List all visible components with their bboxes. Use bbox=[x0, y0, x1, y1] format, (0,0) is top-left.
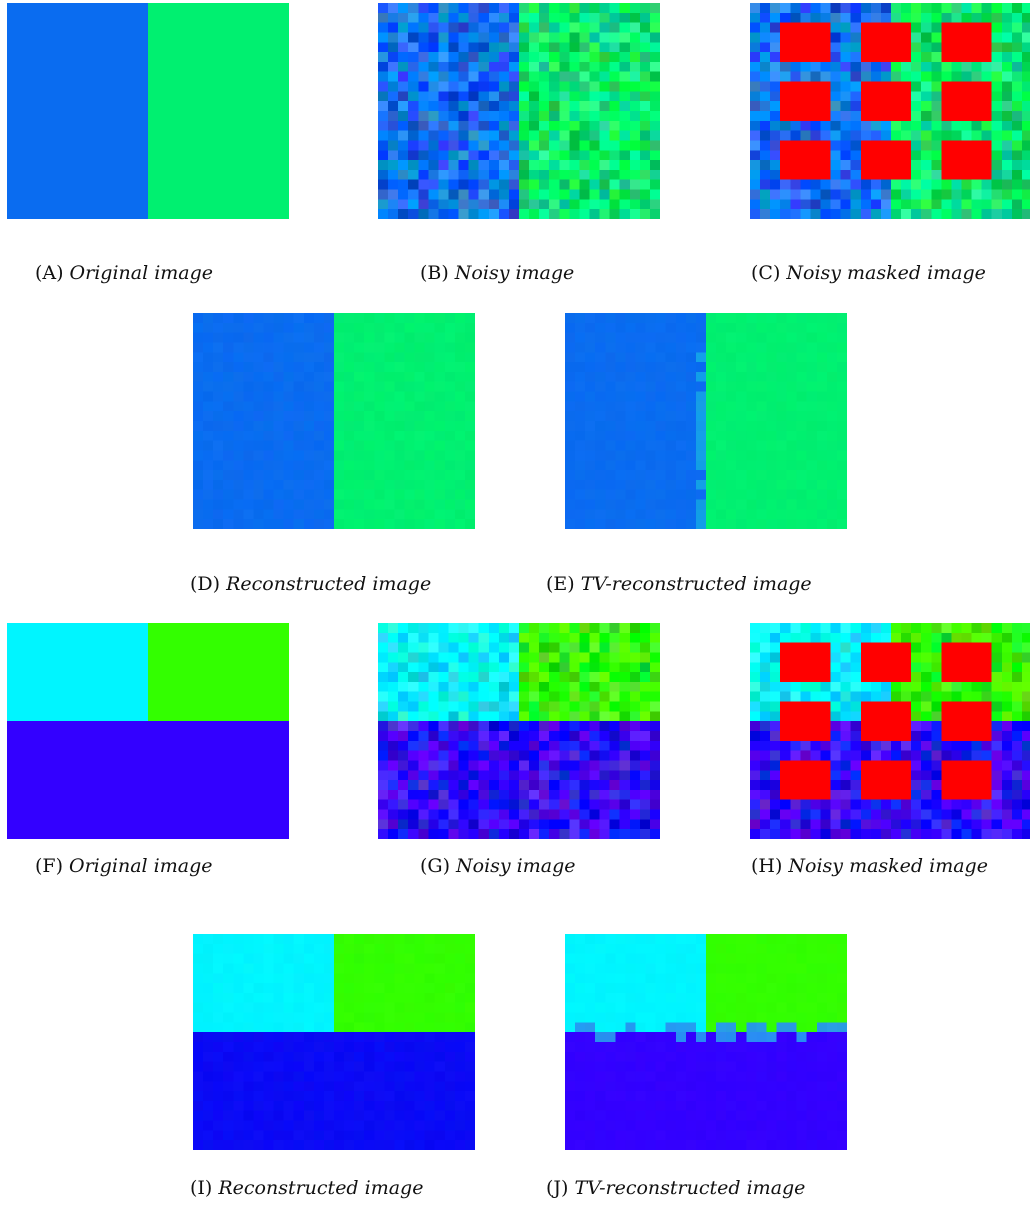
panel-b-canvas bbox=[378, 3, 660, 219]
caption-c: (C) Noisy masked image bbox=[751, 262, 986, 284]
caption-d: (D) Reconstructed image bbox=[190, 573, 431, 595]
caption-j-text: TV-reconstructed image bbox=[574, 1177, 806, 1199]
caption-h-text: Noisy masked image bbox=[788, 855, 988, 877]
caption-g-text: Noisy image bbox=[456, 855, 576, 877]
caption-j: (J) TV-reconstructed image bbox=[546, 1177, 805, 1199]
panel-g-canvas bbox=[378, 623, 660, 839]
caption-f: (F) Original image bbox=[35, 855, 213, 877]
panel-f-canvas bbox=[7, 623, 289, 839]
caption-h-label: (H) bbox=[751, 855, 783, 877]
panel-c-image bbox=[750, 3, 1030, 219]
caption-e: (E) TV-reconstructed image bbox=[546, 573, 812, 595]
caption-g: (G) Noisy image bbox=[420, 855, 576, 877]
panel-h-canvas bbox=[750, 623, 1030, 839]
caption-i-label: (I) bbox=[190, 1177, 213, 1199]
panel-j-image bbox=[565, 934, 847, 1150]
caption-c-label: (C) bbox=[751, 262, 781, 284]
panel-i-canvas bbox=[193, 934, 475, 1150]
caption-f-label: (F) bbox=[35, 855, 64, 877]
caption-j-label: (J) bbox=[546, 1177, 569, 1199]
panel-j-canvas bbox=[565, 934, 847, 1150]
panel-e-canvas bbox=[565, 313, 847, 529]
caption-a-label: (A) bbox=[35, 262, 64, 284]
caption-g-label: (G) bbox=[420, 855, 451, 877]
caption-b: (B) Noisy image bbox=[420, 262, 574, 284]
caption-e-text: TV-reconstructed image bbox=[580, 573, 812, 595]
panel-e-image bbox=[565, 313, 847, 529]
caption-d-label: (D) bbox=[190, 573, 221, 595]
caption-e-label: (E) bbox=[546, 573, 575, 595]
panel-c-canvas bbox=[750, 3, 1030, 219]
caption-b-label: (B) bbox=[420, 262, 449, 284]
caption-a: (A) Original image bbox=[35, 262, 213, 284]
panel-f-image bbox=[7, 623, 289, 839]
caption-h: (H) Noisy masked image bbox=[751, 855, 988, 877]
caption-f-text: Original image bbox=[69, 855, 213, 877]
caption-c-text: Noisy masked image bbox=[786, 262, 986, 284]
caption-a-text: Original image bbox=[69, 262, 214, 284]
caption-i: (I) Reconstructed image bbox=[190, 1177, 423, 1199]
panel-i-image bbox=[193, 934, 475, 1150]
caption-d-text: Reconstructed image bbox=[226, 573, 432, 595]
caption-i-text: Reconstructed image bbox=[218, 1177, 424, 1199]
panel-h-image bbox=[750, 623, 1030, 839]
panel-a-canvas bbox=[7, 3, 289, 219]
panel-b-image bbox=[378, 3, 660, 219]
panel-g-image bbox=[378, 623, 660, 839]
panel-d-image bbox=[193, 313, 475, 529]
panel-d-canvas bbox=[193, 313, 475, 529]
caption-b-text: Noisy image bbox=[454, 262, 575, 284]
panel-a-image bbox=[7, 3, 289, 219]
